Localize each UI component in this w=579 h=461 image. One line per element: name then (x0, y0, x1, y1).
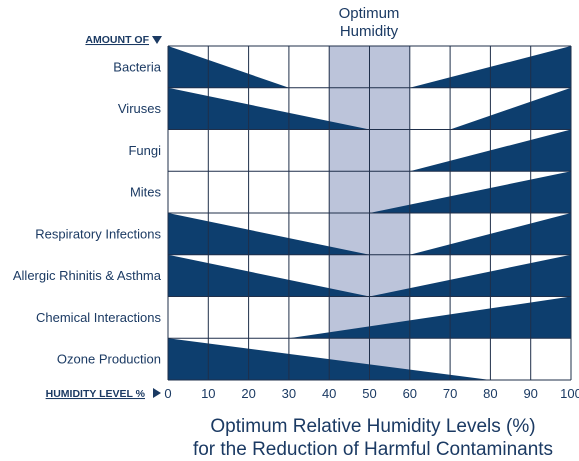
chart-title-line1: Optimum Relative Humidity Levels (%) (210, 416, 535, 437)
x-tick-label: 10 (201, 386, 215, 401)
left-wedge (168, 213, 370, 255)
x-tick-layer: 0 10 20 30 40 50 60 70 80 90 100 (164, 386, 579, 401)
grid-layer (167, 45, 572, 381)
left-wedge (168, 46, 289, 88)
row-label: Viruses (118, 101, 162, 116)
right-wedge (450, 87, 571, 130)
x-axis-caption: HUMIDITY LEVEL % (46, 388, 146, 400)
x-tick-label: 80 (483, 386, 497, 401)
left-wedge (168, 254, 370, 297)
down-triangle-icon (152, 36, 162, 44)
right-wedge (288, 296, 571, 339)
x-tick-label: 40 (322, 386, 336, 401)
row-label: Chemical Interactions (36, 310, 161, 325)
optimum-label-line1: Optimum (339, 5, 400, 22)
row-label: Mites (130, 185, 162, 200)
optimum-label-line2: Humidity (340, 23, 399, 40)
row-label: Allergic Rhinitis & Asthma (13, 268, 162, 283)
x-tick-label: 0 (164, 386, 171, 401)
x-tick-label: 20 (241, 386, 255, 401)
x-tick-label: 70 (443, 386, 457, 401)
x-tick-label: 90 (523, 386, 537, 401)
right-wedge (369, 171, 571, 213)
row-label: Ozone Production (57, 352, 161, 367)
row-label: Respiratory Infections (35, 226, 161, 241)
row-label-layer: Bacteria Viruses Fungi Mites Respiratory Inf… (13, 59, 162, 366)
chart-title-line2: for the Reduction of Harmful Contaminant… (193, 439, 553, 460)
right-wedge (369, 254, 571, 297)
x-tick-label: 100 (560, 386, 579, 401)
x-tick-label: 30 (282, 386, 296, 401)
y-axis-caption: AMOUNT OF (85, 34, 149, 46)
left-wedge (168, 87, 370, 130)
row-label: Bacteria (113, 59, 161, 74)
x-tick-label: 60 (403, 386, 417, 401)
right-triangle-icon (153, 388, 161, 398)
x-tick-label: 50 (362, 386, 376, 401)
row-label: Fungi (128, 143, 161, 158)
